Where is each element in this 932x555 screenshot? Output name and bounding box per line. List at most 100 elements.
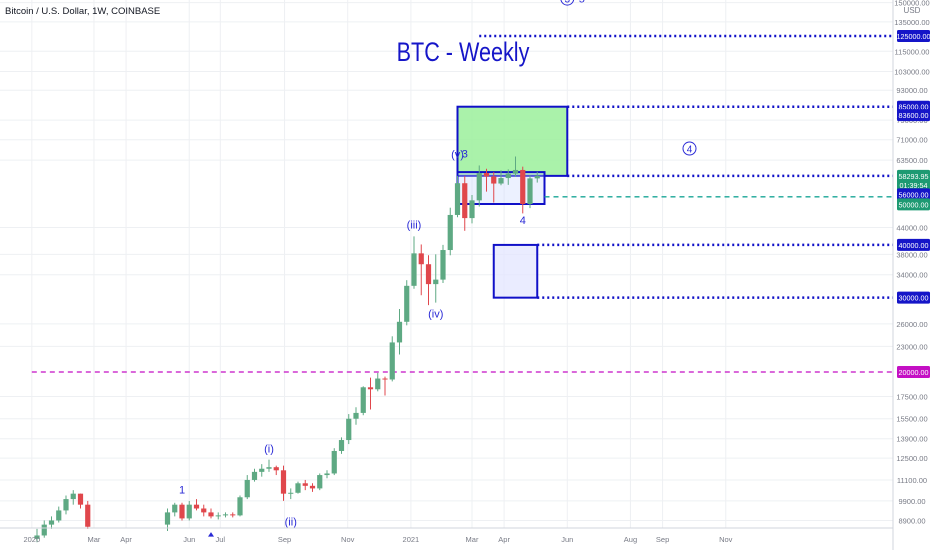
candle-2020-09-07 — [288, 488, 294, 500]
candle-2021-02-15 — [454, 175, 461, 218]
candle-2020-11-16 — [360, 386, 366, 416]
candle-body — [512, 169, 519, 174]
candle-2020-02-03 — [63, 495, 69, 515]
candle-2020-11-30 — [375, 372, 381, 392]
price-tag-box — [897, 238, 930, 251]
wave-label-text: 3 — [565, 0, 571, 6]
price-tag-text: 20000.00 — [899, 368, 929, 377]
x-tick-label: Nov — [341, 535, 355, 544]
candle-body — [346, 418, 352, 441]
candle-2020-01-20 — [48, 516, 55, 529]
candle-2020-02-24 — [85, 500, 91, 529]
candle-2020-02-10 — [70, 490, 76, 505]
candle-2020-06-08 — [193, 499, 200, 511]
price-tag-text: 50000.00 — [899, 200, 929, 209]
candle-2020-12-14 — [389, 336, 395, 382]
candle-body — [324, 473, 330, 476]
y-tick-label: 38000.00 — [896, 250, 927, 259]
y-tick-label: 34000.00 — [896, 271, 927, 280]
candle-body — [208, 512, 214, 517]
candle-2020-08-24 — [273, 465, 279, 476]
candle-2020-09-28 — [309, 483, 316, 492]
candle-2021-02-01 — [440, 244, 446, 283]
candle-2020-08-31 — [280, 465, 287, 501]
candle-2021-01-11 — [418, 244, 424, 296]
y-tick-label: 135000.00 — [894, 18, 929, 27]
candle-2020-05-25 — [179, 502, 185, 521]
wave-label-text: 4 — [687, 145, 693, 156]
candle-2021-03-22 — [491, 172, 497, 203]
wave-label-circle — [560, 0, 575, 6]
candle-2020-09-14 — [295, 481, 301, 494]
price-tag-text: 85000.00 — [899, 103, 929, 112]
candle-2020-07-27 — [244, 475, 250, 500]
candle-body — [498, 178, 504, 184]
x-tick-label: Apr — [498, 535, 510, 544]
symbol-line: Bitcoin / U.S. Dollar, 1W, COINBASE — [5, 6, 160, 17]
grid — [0, 0, 893, 528]
candle-body — [302, 483, 308, 486]
wave-label-5: 5 — [579, 0, 585, 6]
candle-2021-02-08 — [447, 207, 453, 256]
candle-body — [259, 468, 265, 472]
candle-2020-06-22 — [208, 508, 214, 519]
candle-body — [476, 173, 482, 201]
candle-2020-06-15 — [201, 504, 207, 517]
price-tag-125000-00: 125000.00 — [897, 30, 930, 42]
candle-body — [85, 504, 91, 527]
candle-body — [389, 342, 395, 380]
wave-label-4: 4 — [520, 215, 526, 227]
x-tick-label: Jul — [216, 535, 226, 544]
y-tick-label: 8900.00 — [898, 516, 925, 525]
candle-body — [534, 175, 540, 179]
candle-body — [273, 467, 279, 471]
price-tag-box — [897, 366, 930, 378]
wave-label-text: (v) — [451, 149, 464, 161]
candle-body — [367, 387, 374, 390]
price-tag-box — [897, 169, 930, 182]
candle-body — [230, 514, 236, 516]
wave-label-text: (iii) — [407, 219, 422, 231]
y-tick-label: 15500.00 — [896, 415, 927, 424]
candle-2020-05-18 — [172, 502, 178, 517]
y-tick-label: 44000.00 — [896, 223, 927, 232]
y-tick-label: 17500.00 — [896, 392, 927, 401]
candle-2021-03-01 — [469, 195, 475, 224]
x-tick-label: Mar — [466, 535, 479, 544]
candle-2021-03-08 — [476, 165, 482, 207]
candle-body — [179, 504, 185, 519]
candle-body — [186, 504, 192, 519]
candle-2021-02-22 — [462, 176, 468, 231]
price-tag-50000-00: 50000.00 — [897, 198, 930, 211]
candle-2021-04-05 — [505, 169, 511, 185]
wave-label-circle — [682, 141, 697, 156]
price-tag-text: 56000.00 — [899, 190, 929, 199]
candle-2020-10-19 — [331, 448, 337, 476]
candle-2020-11-23 — [367, 377, 374, 410]
candle-2021-01-18 — [425, 255, 432, 306]
wave-label-text: (ii) — [285, 517, 297, 529]
candle-body — [266, 467, 272, 469]
price-tag-box — [897, 198, 930, 211]
wave-label-v: (v) — [451, 149, 464, 161]
x-tick-label: Aug — [624, 535, 637, 544]
candle-body — [48, 520, 55, 525]
candle-body — [433, 279, 439, 285]
candle-2020-09-21 — [302, 479, 308, 491]
y-tick-label: 71000.00 — [896, 136, 927, 145]
candle-body — [215, 515, 221, 517]
wave-label-text: 5 — [579, 0, 585, 6]
levels — [31, 34, 893, 373]
candle-2021-05-03 — [534, 171, 540, 183]
candle-body — [280, 470, 287, 494]
wave-label-i: (i) — [264, 443, 274, 455]
y-tick-label: 150000.00 — [894, 0, 929, 8]
candle-body — [360, 387, 366, 413]
price-tag-box — [897, 109, 930, 122]
price-tag-58293-95: 58293.95 — [897, 169, 930, 182]
wave-label-3: 3 — [560, 0, 575, 6]
candle-body — [251, 471, 258, 480]
